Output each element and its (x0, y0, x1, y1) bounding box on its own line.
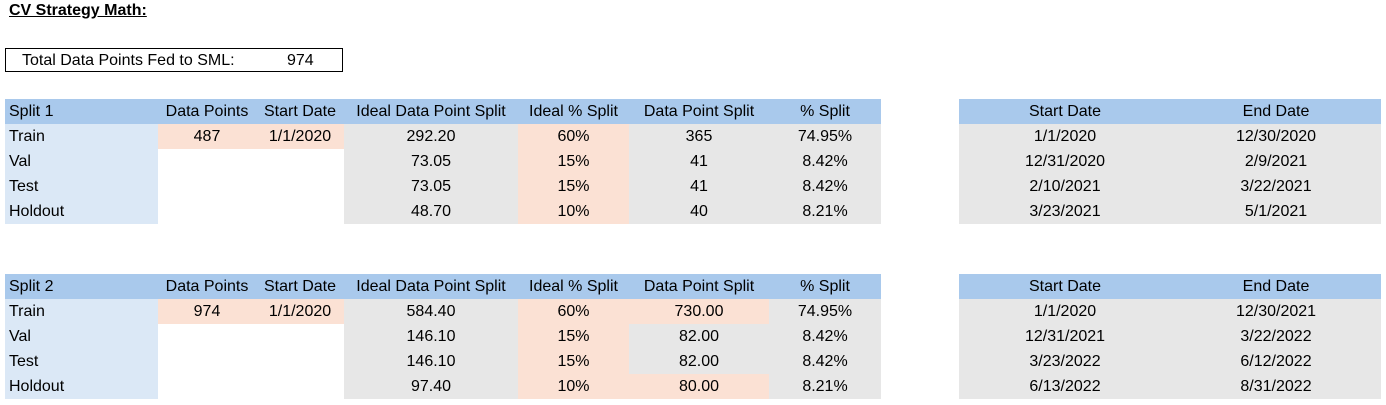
ideal-pct-cell[interactable]: 60% (518, 299, 629, 324)
range-end-cell[interactable]: 2/9/2021 (1171, 149, 1381, 174)
dp-split-cell[interactable]: 40 (629, 199, 769, 224)
row-label[interactable]: Test (5, 174, 158, 199)
total-data-points-label[interactable]: Total Data Points Fed to SML: (22, 52, 235, 69)
data-points-input[interactable]: 487 (158, 124, 256, 149)
dp-split-cell[interactable]: 82.00 (629, 324, 769, 349)
ideal-split-cell[interactable]: 292.20 (344, 124, 518, 149)
ideal-split-cell[interactable]: 146.10 (344, 349, 518, 374)
ideal-pct-cell[interactable]: 15% (518, 324, 629, 349)
ideal-pct-cell[interactable]: 15% (518, 149, 629, 174)
ideal-pct-cell[interactable]: 15% (518, 174, 629, 199)
header-data-points[interactable]: Data Points (158, 99, 256, 124)
row-label[interactable]: Train (5, 299, 158, 324)
ideal-split-cell[interactable]: 584.40 (344, 299, 518, 324)
pct-split-cell[interactable]: 8.21% (769, 374, 881, 399)
header-range-end[interactable]: End Date (1171, 99, 1381, 124)
header-ideal-pct[interactable]: Ideal % Split (518, 274, 629, 299)
total-data-points-value[interactable]: 974 (287, 52, 314, 69)
pct-split-cell[interactable]: 8.42% (769, 174, 881, 199)
ideal-split-cell[interactable]: 48.70 (344, 199, 518, 224)
ideal-split-cell[interactable]: 97.40 (344, 374, 518, 399)
start-date-input[interactable]: 1/1/2020 (256, 299, 344, 324)
sheet-title[interactable]: CV Strategy Math: (9, 2, 147, 19)
range-start-cell[interactable]: 3/23/2022 (959, 349, 1171, 374)
range-end-cell[interactable]: 12/30/2020 (1171, 124, 1381, 149)
pct-split-cell[interactable]: 8.42% (769, 349, 881, 374)
range-start-cell[interactable]: 1/1/2020 (959, 299, 1171, 324)
ideal-split-cell[interactable]: 73.05 (344, 149, 518, 174)
dp-split-cell[interactable]: 80.00 (629, 374, 769, 399)
range-start-cell[interactable]: 12/31/2020 (959, 149, 1171, 174)
pct-split-cell[interactable]: 8.42% (769, 149, 881, 174)
header-pct-split[interactable]: % Split (769, 99, 881, 124)
data-points-input[interactable]: 974 (158, 299, 256, 324)
header-range-end[interactable]: End Date (1171, 274, 1381, 299)
ideal-split-cell[interactable]: 146.10 (344, 324, 518, 349)
split-name-cell[interactable]: Split 2 (5, 274, 158, 299)
header-range-start[interactable]: Start Date (959, 99, 1171, 124)
pct-split-cell[interactable]: 8.42% (769, 324, 881, 349)
ideal-pct-cell[interactable]: 15% (518, 349, 629, 374)
pct-split-cell[interactable]: 74.95% (769, 124, 881, 149)
dp-split-cell[interactable]: 730.00 (629, 299, 769, 324)
row-label[interactable]: Train (5, 124, 158, 149)
start-date-input[interactable]: 1/1/2020 (256, 124, 344, 149)
range-start-cell[interactable]: 6/13/2022 (959, 374, 1171, 399)
range-start-cell[interactable]: 3/23/2021 (959, 199, 1171, 224)
ideal-pct-cell[interactable]: 10% (518, 374, 629, 399)
ideal-pct-cell[interactable]: 60% (518, 124, 629, 149)
ideal-pct-cell[interactable]: 10% (518, 199, 629, 224)
range-end-cell[interactable]: 3/22/2022 (1171, 324, 1381, 349)
split-name-cell[interactable]: Split 1 (5, 99, 158, 124)
header-pct-split[interactable]: % Split (769, 274, 881, 299)
header-dp-split[interactable]: Data Point Split (629, 274, 769, 299)
range-end-cell[interactable]: 8/31/2022 (1171, 374, 1381, 399)
ideal-split-cell[interactable]: 73.05 (344, 174, 518, 199)
range-end-cell[interactable]: 6/12/2022 (1171, 349, 1381, 374)
range-start-cell[interactable]: 12/31/2021 (959, 324, 1171, 349)
header-ideal-pct[interactable]: Ideal % Split (518, 99, 629, 124)
row-label[interactable]: Val (5, 149, 158, 174)
row-label[interactable]: Holdout (5, 374, 158, 399)
header-ideal-split[interactable]: Ideal Data Point Split (344, 99, 518, 124)
pct-split-cell[interactable]: 8.21% (769, 199, 881, 224)
row-label[interactable]: Val (5, 324, 158, 349)
range-start-cell[interactable]: 2/10/2021 (959, 174, 1171, 199)
dp-split-cell[interactable]: 41 (629, 174, 769, 199)
dp-split-cell[interactable]: 82.00 (629, 349, 769, 374)
header-start-date[interactable]: Start Date (256, 274, 344, 299)
header-start-date[interactable]: Start Date (256, 99, 344, 124)
pct-split-cell[interactable]: 74.95% (769, 299, 881, 324)
dp-split-cell[interactable]: 41 (629, 149, 769, 174)
dp-split-cell[interactable]: 365 (629, 124, 769, 149)
total-data-points-box[interactable]: Total Data Points Fed to SML: 974 (5, 48, 343, 72)
header-range-start[interactable]: Start Date (959, 274, 1171, 299)
row-label[interactable]: Test (5, 349, 158, 374)
header-data-points[interactable]: Data Points (158, 274, 256, 299)
header-dp-split[interactable]: Data Point Split (629, 99, 769, 124)
range-end-cell[interactable]: 3/22/2021 (1171, 174, 1381, 199)
header-ideal-split[interactable]: Ideal Data Point Split (344, 274, 518, 299)
range-start-cell[interactable]: 1/1/2020 (959, 124, 1171, 149)
row-label[interactable]: Holdout (5, 199, 158, 224)
range-end-cell[interactable]: 12/30/2021 (1171, 299, 1381, 324)
range-end-cell[interactable]: 5/1/2021 (1171, 199, 1381, 224)
